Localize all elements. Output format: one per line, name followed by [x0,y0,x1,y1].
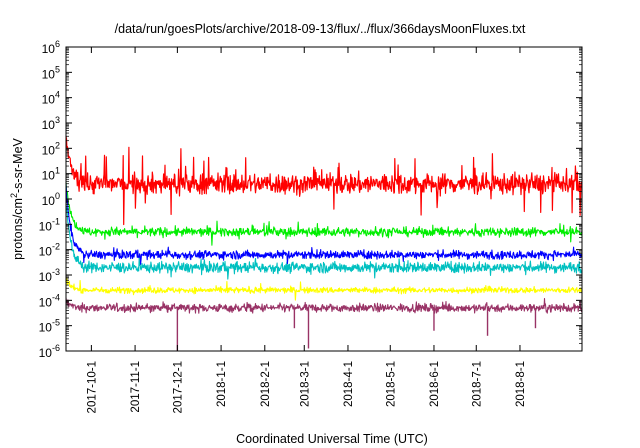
y-tick-label: 10-1 [39,216,60,233]
x-tick-label: 2018-3-1 [299,361,311,407]
x-axis-title: Coordinated Universal Time (UTC) [236,432,428,446]
y-tick-label: 101 [42,166,60,183]
x-tick-label: 2018-8-1 [515,361,527,407]
y-tick-label: 102 [42,140,60,157]
series-layer [65,136,583,351]
x-tick-label: 2018-1-1 [216,361,228,407]
x-tick-label: 2018-2-1 [260,361,272,407]
flux-series-line [65,202,583,280]
y-axis: 106 105 104 103 102 101 100 10-1 10-2 10-3 10-4 10-… [39,39,582,360]
flux-series-line [65,297,583,314]
flux-series-line [65,181,583,246]
y-tick-label: 106 [42,39,60,56]
y-tick-label: 105 [42,64,60,81]
y-axis-title: protons/cm2-s-sr-MeV [9,137,25,259]
flux-series-line [65,277,583,301]
x-tick-label: 2017-12-1 [172,361,184,413]
y-tick-label: 10-2 [39,242,60,259]
x-tick-label: 2018-5-1 [385,361,397,407]
y-tick-label: 10-6 [39,343,60,360]
x-axis: 2017-10-1 2017-11-1 2017-12-1 2018-1-1 2018-… [86,47,527,413]
y-tick-label: 10-3 [39,267,60,284]
y-tick-label: 100 [42,191,60,208]
y-tick-label: 103 [42,115,60,132]
x-tick-label: 2017-10-1 [86,361,98,413]
chart-title: /data/run/goesPlots/archive/2018-09-13/f… [115,22,526,36]
x-tick-label: 2018-6-1 [429,361,441,407]
y-axis-title-superscript: 2 [9,193,19,198]
plot-frame [65,46,583,352]
y-tick-label: 104 [42,90,60,107]
x-tick-label: 2017-11-1 [130,361,142,413]
x-tick-label: 2018-7-1 [471,361,483,407]
y-tick-label: 10-5 [39,318,60,335]
flux-series-line [65,183,583,265]
x-tick-label: 2018-4-1 [343,361,355,407]
y-tick-label: 10-4 [39,292,60,309]
flux-series-line [65,136,583,226]
